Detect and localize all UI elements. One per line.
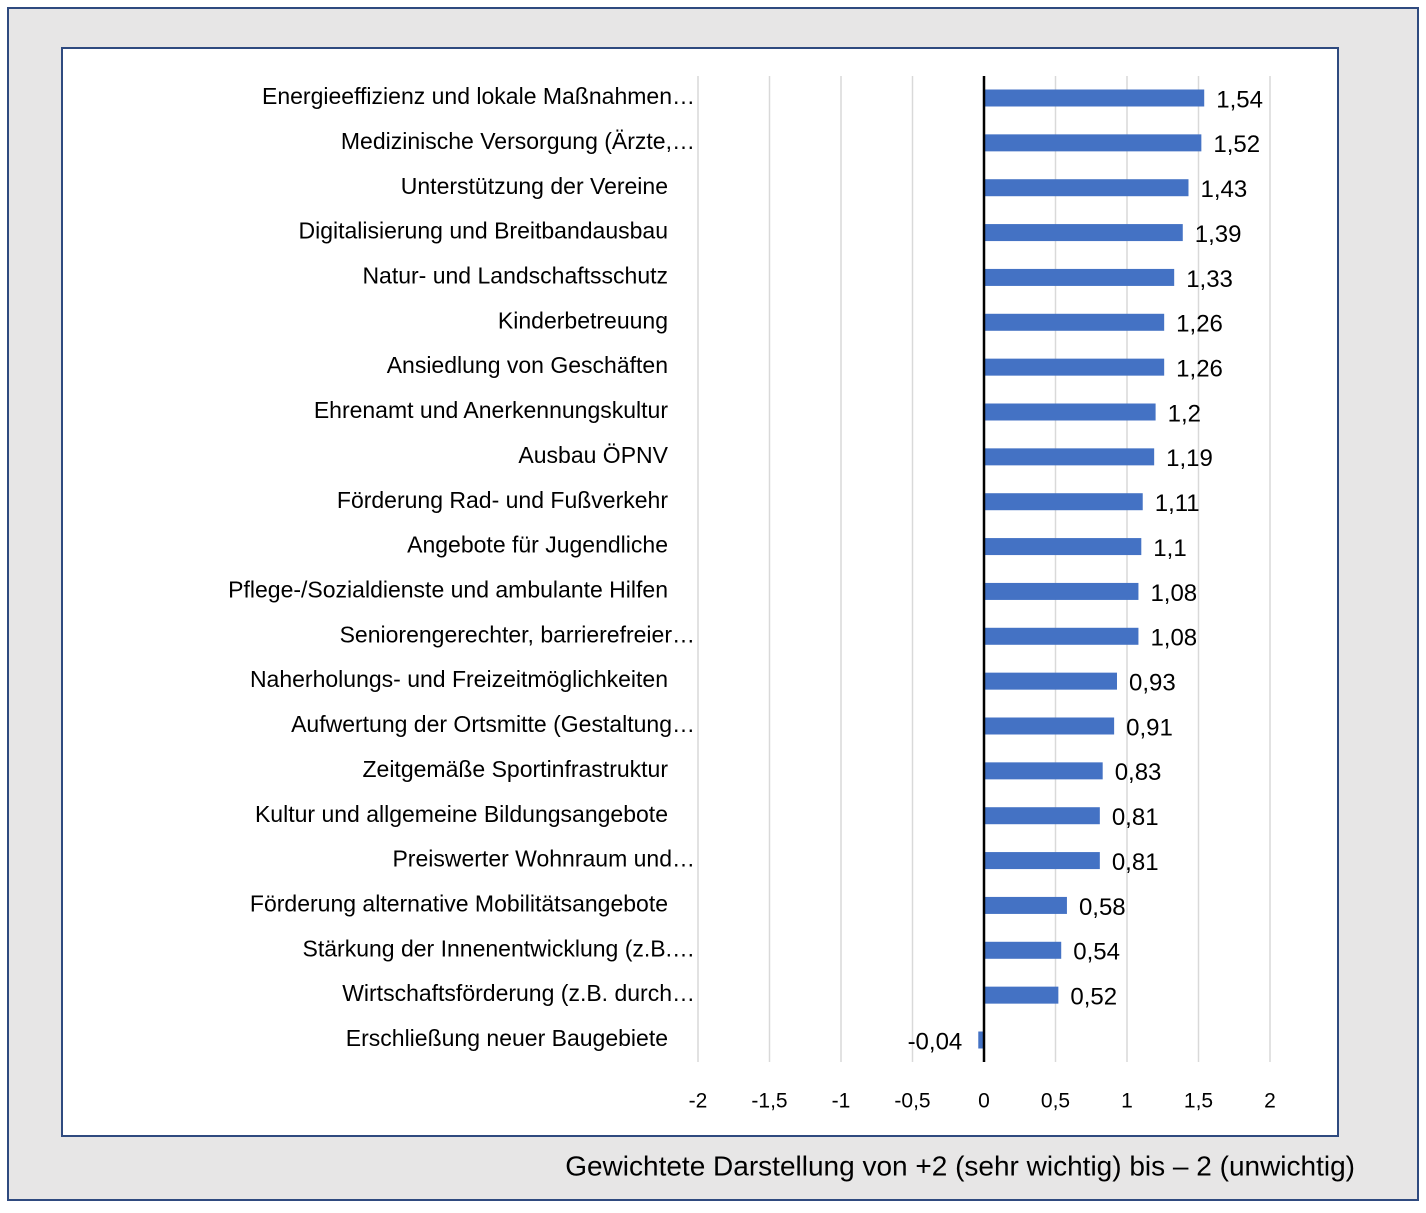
bar [984,717,1115,735]
y-tick-label: Wirtschaftsförderung (z.B. durch… [342,980,695,1006]
y-tick-label: Preiswerter Wohnraum und… [392,846,695,872]
y-tick-label: Natur- und Landschaftsschutz [362,263,668,289]
x-tick-label: 0 [978,1090,990,1113]
value-label: 1,2 [1168,400,1201,427]
x-tick-label: -2 [689,1090,708,1113]
bar [984,896,1067,914]
value-label: 1,39 [1195,221,1242,248]
y-tick-label: Kinderbetreuung [498,307,668,333]
y-tick-label: Ansiedlung von Geschäften [387,352,668,378]
y-tick-label: Naherholungs- und Freizeitmöglichkeiten [250,666,668,692]
value-label: 1,1 [1153,535,1186,562]
bar [984,313,1165,331]
y-tick-label: Digitalisierung und Breitbandausbau [298,218,668,244]
y-tick-label: Stärkung der Innenentwicklung (z.B.… [303,935,695,961]
bar [978,1031,984,1049]
y-tick-label: Ausbau ÖPNV [518,442,668,468]
y-tick-label: Medizinische Versorgung (Ärzte,… [341,128,695,154]
bar [984,986,1059,1004]
bar [984,493,1143,511]
bar [984,403,1156,421]
y-tick-label: Förderung Rad- und Fußverkehr [337,487,668,513]
caption: Gewichtete Darstellung von +2 (sehr wich… [565,1150,1355,1181]
x-tick-label: 1 [1121,1090,1133,1113]
value-label: 1,52 [1213,131,1260,158]
bar [984,582,1139,600]
bar [984,672,1117,690]
y-tick-label: Förderung alternative Mobilitätsangebote [250,891,668,917]
bar [984,538,1142,556]
y-tick-label: Unterstützung der Vereine [401,173,668,199]
x-tick-label: 2 [1264,1090,1276,1113]
bar [984,762,1103,780]
x-tick-label: -1 [832,1090,851,1113]
value-label: 1,33 [1186,266,1233,293]
value-label: 1,26 [1176,355,1223,382]
value-label: 0,52 [1070,983,1117,1010]
bar [984,807,1100,825]
value-label: 1,11 [1155,490,1200,517]
value-label: -0,04 [908,1028,963,1055]
value-label: 1,08 [1150,625,1197,652]
value-label: 0,83 [1115,759,1162,786]
y-tick-label: Pflege-/Sozialdienste und ambulante Hilf… [228,577,668,603]
y-tick-label: Aufwertung der Ortsmitte (Gestaltung… [291,711,695,737]
value-label: 1,54 [1216,86,1263,113]
value-label: 0,81 [1112,804,1159,831]
value-label: 0,93 [1129,669,1176,696]
value-label: 1,19 [1166,445,1213,472]
bar [984,268,1175,286]
y-tick-label: Seniorengerechter, barrierefreier… [340,621,695,647]
y-tick-label: Zeitgemäße Sportinfrastruktur [362,756,668,782]
bar [984,358,1165,376]
x-tick-label: -0,5 [894,1090,930,1113]
value-label: 0,54 [1073,939,1120,966]
y-tick-label: Angebote für Jugendliche [407,532,668,558]
y-tick-label: Energieeffizienz und lokale Maßnahmen… [262,83,695,109]
value-label: 1,08 [1150,580,1197,607]
bar [984,852,1100,870]
y-tick-label: Erschließung neuer Baugebiete [346,1025,668,1051]
x-tick-label: 1,5 [1184,1090,1213,1113]
x-tick-label: 0,5 [1041,1090,1070,1113]
value-label: 0,91 [1126,714,1173,741]
bar [984,224,1183,242]
bar [984,627,1139,645]
value-label: 0,81 [1112,849,1159,876]
y-tick-label: Ehrenamt und Anerkennungskultur [314,397,669,423]
value-label: 1,26 [1176,311,1223,338]
value-label: 0,58 [1079,894,1126,921]
bar [984,89,1205,107]
bar [984,448,1155,466]
bar [984,179,1189,197]
bar [984,134,1202,152]
x-tick-label: -1,5 [751,1090,787,1113]
value-label: 1,43 [1200,176,1247,203]
bar [984,941,1062,959]
y-tick-label: Kultur und allgemeine Bildungsangebote [255,801,668,827]
